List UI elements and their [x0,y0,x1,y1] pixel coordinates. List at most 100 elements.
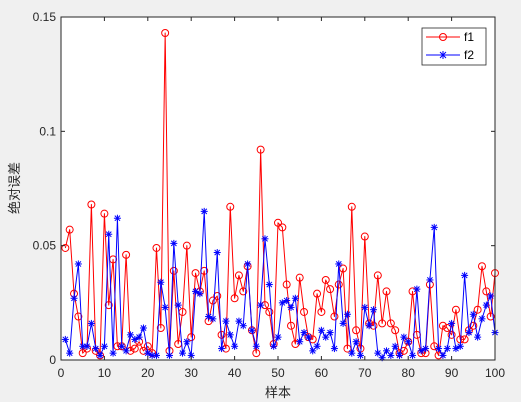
data-point-f2 [235,317,243,325]
x-axis: 0 10 20 30 40 50 60 70 80 90 100 [58,17,505,380]
data-point-f1 [122,250,131,259]
data-point-f1 [430,342,439,351]
data-point-f2 [105,230,113,238]
data-point-f1 [347,202,356,211]
data-point-f1 [330,312,339,321]
data-point-f2 [239,322,247,330]
data-point-f2 [469,310,477,318]
data-point-f2 [183,338,191,346]
data-point-f1 [182,241,191,250]
x-axis-label: 样本 [265,385,291,400]
data-point-f2 [265,281,273,289]
data-point-f2 [174,301,182,309]
data-point-f1 [230,294,239,303]
data-point-f2 [200,207,208,215]
data-point-f1 [477,262,486,271]
y-tick-label: 0.15 [33,10,57,24]
x-tick-label: 40 [228,366,242,380]
data-point-f1 [352,326,361,335]
data-point-f1 [156,323,165,332]
data-point-f1 [469,321,478,330]
legend-box [421,27,487,66]
data-point-f2 [179,349,187,357]
data-point-f2 [257,301,265,309]
data-point-f1 [234,271,243,280]
data-point-f2 [196,290,204,298]
data-point-f1 [295,273,304,282]
data-point-f2 [118,342,126,350]
data-point-f2 [474,333,482,341]
data-point-f1 [61,243,70,252]
data-point-f1 [360,232,369,241]
data-point-f2 [400,333,408,341]
data-point-f2 [478,315,486,323]
data-point-f2 [109,349,117,357]
data-point-f2 [300,329,308,337]
data-point-f2 [443,345,451,353]
data-point-f2 [70,294,78,302]
data-point-f1 [239,287,248,296]
legend-label-f2: f2 [464,48,474,62]
data-point-f2 [482,301,490,309]
legend: f1 f2 [421,27,487,66]
data-point-f2 [283,297,291,305]
data-point-f2 [226,331,234,339]
data-point-f2 [461,271,469,279]
data-point-f2 [383,347,390,355]
data-point-f2 [222,317,230,325]
series-f2 [61,207,499,362]
legend-marker-f1 [439,33,447,41]
data-point-f2 [330,345,338,353]
data-point-f2 [317,326,325,334]
data-point-f2 [465,329,473,337]
data-point-f1 [408,287,417,296]
data-point-f2 [139,324,147,332]
data-point-f1 [87,200,96,209]
legend-label-f1: f1 [464,30,474,44]
data-point-f1 [100,209,109,218]
data-point-f2 [343,310,351,318]
data-point-f1 [152,243,161,252]
data-point-f1 [451,305,460,314]
y-tick-label: 0.1 [39,124,56,138]
data-point-f2 [435,345,443,353]
data-point-f2 [261,235,269,243]
data-point-f2 [66,349,74,357]
x-tick-label: 20 [141,366,155,380]
data-point-f1 [265,307,274,316]
x-tick-label: 10 [98,366,112,380]
data-point-f2 [348,349,356,357]
x-tick-label: 70 [358,366,372,380]
data-point-f1 [65,225,74,234]
data-point-f2 [365,322,373,330]
data-point-f1 [317,307,326,316]
data-point-f2 [83,342,91,350]
data-point-f2 [304,333,312,341]
data-point-f1 [482,287,491,296]
data-point-f2 [391,342,399,350]
data-point-f2 [422,345,430,353]
x-tick-label: 80 [402,366,416,380]
data-point-f2 [369,306,377,314]
data-point-f2 [274,333,282,341]
data-point-f2 [218,345,226,353]
data-point-f1 [486,312,495,321]
data-point-f1 [104,301,113,310]
data-point-f1 [287,321,296,330]
data-point-f1 [334,280,343,289]
data-point-f2 [92,345,100,353]
data-point-f2 [430,223,438,231]
series-layer [61,29,499,362]
data-point-f2 [61,335,69,343]
data-point-f2 [356,351,364,359]
data-point-f2 [131,335,139,343]
x-tick-label: 30 [185,366,199,380]
data-point-f2 [339,319,347,327]
data-point-f2 [456,342,464,350]
data-point-f1 [321,275,330,284]
data-point-f2 [326,329,334,337]
data-point-f2 [231,342,239,350]
data-point-f1 [213,291,222,300]
data-point-f2 [87,319,95,327]
data-point-f2 [122,347,130,355]
